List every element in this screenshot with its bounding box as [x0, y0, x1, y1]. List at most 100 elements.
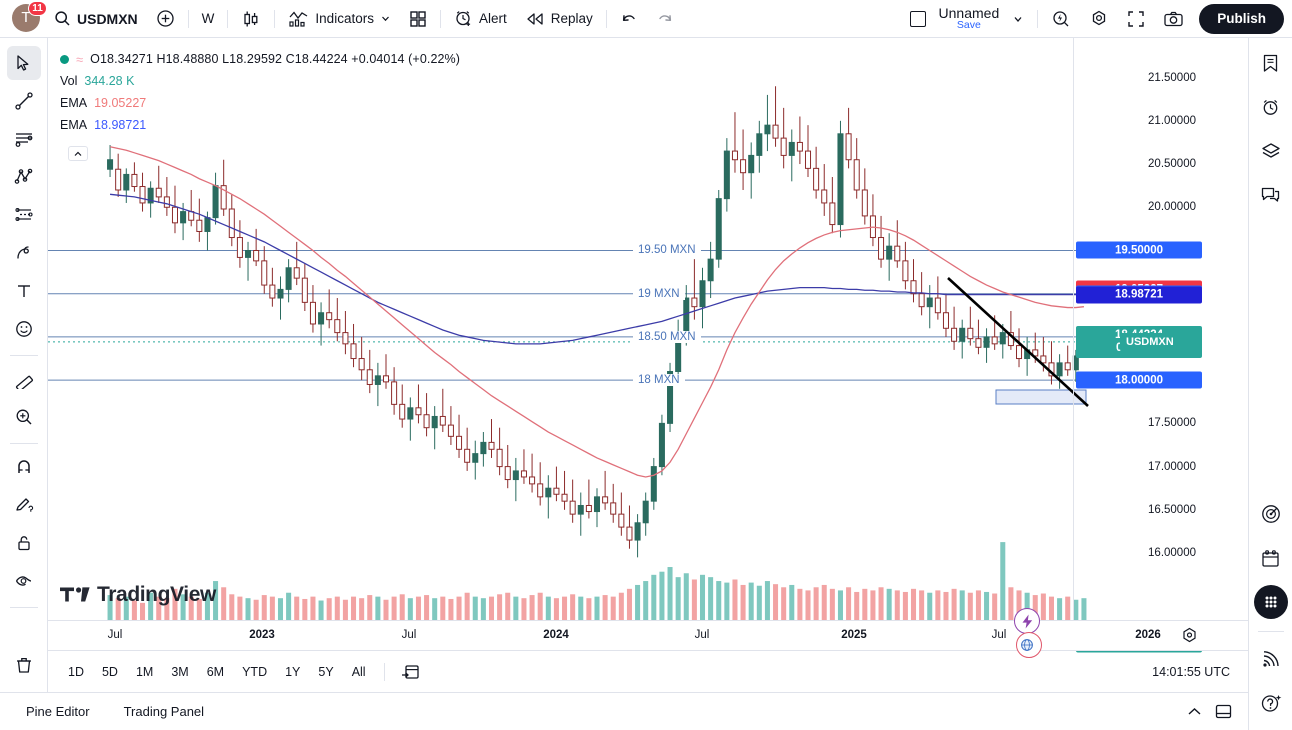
symbol-search-button[interactable]: USDMXN: [48, 4, 147, 34]
plus-circle-icon: [156, 9, 175, 28]
layouts-button[interactable]: [400, 4, 436, 34]
chat-icon[interactable]: [1254, 178, 1288, 212]
drawing-mode-tool[interactable]: [7, 488, 41, 522]
toolbar-divider: [9, 355, 38, 356]
magnet-tool[interactable]: [7, 450, 41, 484]
time-axis-tick: 2023: [249, 629, 275, 641]
time-axis[interactable]: Jul 2023 Jul 2024 Jul 2025 Jul 2026: [48, 620, 1248, 650]
timezone-settings-icon[interactable]: [1181, 627, 1198, 644]
cursor-tool[interactable]: [6, 46, 41, 80]
remove-drawings-tool[interactable]: [7, 648, 41, 682]
replay-button[interactable]: Replay: [516, 4, 602, 34]
lightning-badge[interactable]: [1014, 608, 1040, 634]
price-pane[interactable]: 19.50 MXN 19 MXN 18.50 MXN 18 MXN USDMXN: [48, 38, 1173, 620]
chart-area[interactable]: ≈ O18.34271 H18.48880 L18.29592 C18.4422…: [48, 38, 1248, 692]
quick-actions-button[interactable]: [1042, 4, 1080, 34]
publish-button[interactable]: Publish: [1199, 3, 1284, 34]
notification-badge[interactable]: 11: [28, 0, 47, 16]
layout-menu-button[interactable]: [1003, 4, 1033, 34]
timeframe-3m[interactable]: 3M: [171, 664, 189, 679]
timeframe-1d[interactable]: 1D: [68, 664, 84, 679]
collapse-legend-button[interactable]: [68, 146, 88, 161]
timeframe-5y[interactable]: 5Y: [318, 664, 334, 679]
price-axis-tick: 17.50000: [1148, 417, 1196, 430]
timeframe-1y[interactable]: 1Y: [285, 664, 301, 679]
hide-drawings-tool[interactable]: [7, 564, 41, 598]
time-axis-tick: Jul: [107, 629, 123, 641]
measure-tool[interactable]: [7, 362, 41, 396]
save-link[interactable]: Save: [956, 19, 981, 32]
timeframe-all[interactable]: All: [351, 664, 366, 679]
emoji-tool[interactable]: [7, 312, 41, 346]
sidebar-divider: [1257, 631, 1284, 632]
ohlc-values: O18.34271 H18.48880 L18.29592 C18.44224 …: [90, 52, 461, 66]
redo-button[interactable]: [647, 4, 683, 34]
layout-name: Unnamed: [938, 4, 1000, 21]
watchlist-icon[interactable]: [1254, 46, 1288, 80]
tab-pine-editor[interactable]: Pine Editor: [26, 704, 90, 719]
text-tool[interactable]: [7, 274, 41, 308]
tradingview-mark-icon: [60, 587, 90, 602]
alert-button[interactable]: Alert: [445, 4, 516, 34]
data-window-icon[interactable]: [1254, 134, 1288, 168]
timeframe-1m[interactable]: 1M: [135, 664, 154, 679]
add-symbol-button[interactable]: [147, 4, 184, 34]
chart-settings-button[interactable]: [1080, 4, 1118, 34]
fib-retracement-tool[interactable]: [7, 198, 41, 232]
market-flag-badge[interactable]: [1016, 632, 1042, 658]
alerts-icon[interactable]: [1254, 90, 1288, 124]
alert-label: Alert: [478, 11, 507, 26]
help-icon[interactable]: [1254, 686, 1288, 720]
panel-layout-icon[interactable]: [1215, 704, 1232, 719]
time-axis-tick: Jul: [401, 629, 417, 641]
price-axis-tick: 17.00000: [1148, 460, 1196, 473]
indicators-icon: [288, 10, 309, 28]
session-clock: 14:01:55 UTC: [1152, 664, 1230, 679]
interval-button[interactable]: W: [193, 4, 224, 34]
ema-fast-label: EMA: [60, 96, 88, 110]
lock-drawings-tool[interactable]: [7, 526, 41, 560]
price-axis-tick: 20.50000: [1148, 158, 1196, 171]
tab-trading-panel[interactable]: Trading Panel: [123, 704, 205, 719]
price-axis-tick: 21.00000: [1148, 114, 1196, 127]
layout-select-button[interactable]: [901, 4, 935, 34]
time-axis-tick: Jul: [694, 629, 710, 641]
ideas-icon[interactable]: [1254, 497, 1288, 531]
interval-label: W: [201, 11, 215, 26]
indicators-label: Indicators: [315, 11, 374, 26]
snapshot-button[interactable]: [1154, 4, 1193, 34]
undo-button[interactable]: [611, 4, 647, 34]
broadcast-icon[interactable]: [1254, 642, 1288, 676]
brush-tool[interactable]: [7, 236, 41, 270]
horizontal-lines-tool[interactable]: [7, 122, 41, 156]
calendar-icon[interactable]: [1254, 541, 1288, 575]
timeframe-bar[interactable]: 1D 5D 1M 3M 6M YTD 1Y 5Y All 14:01:55 UTC: [48, 650, 1248, 692]
price-axis[interactable]: 21.50000 21.00000 20.50000 20.00000 19.50000…: [1073, 38, 1204, 653]
level-price-badge[interactable]: 18.00000: [1076, 371, 1202, 389]
timeframe-ytd[interactable]: YTD: [242, 664, 268, 679]
lightning-search-icon: [1051, 9, 1071, 29]
chart-style-button[interactable]: [232, 4, 270, 34]
user-avatar[interactable]: T 11: [12, 0, 47, 34]
save-layout-block[interactable]: Unnamed Save: [935, 4, 1004, 32]
toolbar-divider: [9, 443, 38, 444]
indicators-button[interactable]: Indicators: [279, 4, 400, 34]
time-axis-tick: 2026: [1135, 629, 1161, 641]
ema-price-badge[interactable]: 18.98721: [1076, 286, 1202, 304]
timeframe-6m[interactable]: 6M: [206, 664, 225, 679]
level-price-badge[interactable]: 19.50000: [1076, 241, 1202, 259]
left-drawing-toolbar: [0, 38, 48, 692]
price-level-label: 19 MXN: [633, 287, 685, 300]
camera-icon: [1163, 10, 1184, 28]
apps-grid-icon[interactable]: [1253, 585, 1288, 619]
toolbar-divider: [9, 607, 38, 608]
goto-date-button[interactable]: [393, 658, 428, 685]
expand-panel-icon[interactable]: [1186, 705, 1203, 718]
fullscreen-button[interactable]: [1118, 4, 1154, 34]
zoom-tool[interactable]: [7, 400, 41, 434]
symbol-price-tag: USDMXN: [1120, 332, 1173, 351]
trend-line-tool[interactable]: [7, 84, 41, 118]
timeframe-5d[interactable]: 5D: [101, 664, 118, 679]
pitchfork-tool[interactable]: [7, 160, 41, 194]
ema-fast-value: 19.05227: [94, 96, 147, 110]
